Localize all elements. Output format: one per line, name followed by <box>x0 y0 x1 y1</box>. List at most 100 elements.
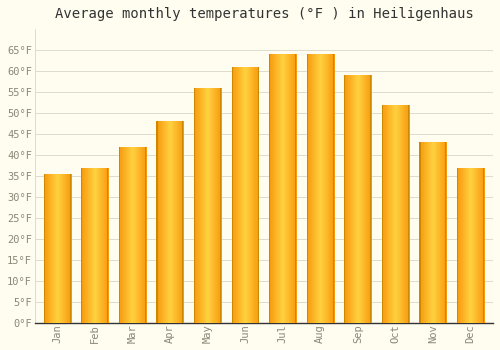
Bar <box>94 168 95 323</box>
Bar <box>288 54 290 323</box>
Bar <box>386 105 388 323</box>
Bar <box>57 174 58 323</box>
Bar <box>474 168 475 323</box>
Bar <box>66 174 68 323</box>
Bar <box>310 54 311 323</box>
Bar <box>296 54 297 323</box>
Bar <box>399 105 400 323</box>
Bar <box>382 105 383 323</box>
Bar <box>357 75 358 323</box>
Bar <box>326 54 327 323</box>
Bar <box>157 121 158 323</box>
Bar <box>173 121 174 323</box>
Bar <box>108 168 109 323</box>
Bar <box>71 174 72 323</box>
Bar <box>382 105 384 323</box>
Bar <box>91 168 92 323</box>
Bar <box>239 67 240 323</box>
Bar <box>132 147 133 323</box>
Bar <box>100 168 102 323</box>
Bar <box>216 88 217 323</box>
Bar <box>274 54 275 323</box>
Bar <box>446 142 447 323</box>
Bar <box>107 168 108 323</box>
Bar <box>472 168 473 323</box>
Bar <box>203 88 204 323</box>
Bar <box>251 67 252 323</box>
Bar <box>370 75 372 323</box>
Bar <box>306 54 308 323</box>
Title: Average monthly temperatures (°F ) in Heiligenhaus: Average monthly temperatures (°F ) in He… <box>54 7 474 21</box>
Bar <box>483 168 484 323</box>
Bar <box>135 147 136 323</box>
Bar <box>434 142 436 323</box>
Bar <box>159 121 160 323</box>
Bar <box>398 105 400 323</box>
Bar <box>329 54 330 323</box>
Bar <box>206 88 207 323</box>
Bar <box>48 174 50 323</box>
Bar <box>242 67 244 323</box>
Bar <box>407 105 408 323</box>
Bar <box>473 168 474 323</box>
Bar <box>431 142 432 323</box>
Bar <box>124 147 125 323</box>
Bar <box>466 168 467 323</box>
Bar <box>100 168 101 323</box>
Bar <box>134 147 135 323</box>
Bar <box>443 142 444 323</box>
Bar <box>282 54 283 323</box>
Bar <box>309 54 310 323</box>
Bar <box>322 54 324 323</box>
Bar <box>237 67 238 323</box>
Bar <box>126 147 128 323</box>
Bar <box>235 67 236 323</box>
Bar <box>64 174 66 323</box>
Bar <box>290 54 292 323</box>
Bar <box>84 168 85 323</box>
Bar <box>332 54 333 323</box>
Bar <box>128 147 130 323</box>
Bar <box>313 54 314 323</box>
Bar <box>324 54 325 323</box>
Bar <box>65 174 66 323</box>
Bar <box>425 142 426 323</box>
Bar <box>457 168 458 323</box>
Bar <box>352 75 354 323</box>
Bar <box>253 67 254 323</box>
Bar <box>107 168 108 323</box>
Bar <box>234 67 235 323</box>
Bar <box>422 142 423 323</box>
Bar <box>130 147 132 323</box>
Bar <box>426 142 427 323</box>
Bar <box>200 88 201 323</box>
Bar <box>68 174 70 323</box>
Bar <box>205 88 206 323</box>
Bar <box>212 88 214 323</box>
Bar <box>344 75 345 323</box>
Bar <box>176 121 178 323</box>
Bar <box>363 75 364 323</box>
Bar <box>143 147 144 323</box>
Bar <box>220 88 221 323</box>
Bar <box>175 121 176 323</box>
Bar <box>439 142 440 323</box>
Bar <box>172 121 173 323</box>
Bar <box>141 147 142 323</box>
Bar <box>386 105 387 323</box>
Bar <box>354 75 356 323</box>
Bar <box>278 54 279 323</box>
Bar <box>252 67 253 323</box>
Bar <box>120 147 121 323</box>
Bar <box>404 105 406 323</box>
Bar <box>169 121 170 323</box>
Bar <box>392 105 393 323</box>
Bar <box>423 142 424 323</box>
Bar <box>319 54 320 323</box>
Bar <box>294 54 295 323</box>
Bar <box>445 142 446 323</box>
Bar <box>408 105 409 323</box>
Bar <box>90 168 91 323</box>
Bar <box>180 121 181 323</box>
Bar <box>58 174 59 323</box>
